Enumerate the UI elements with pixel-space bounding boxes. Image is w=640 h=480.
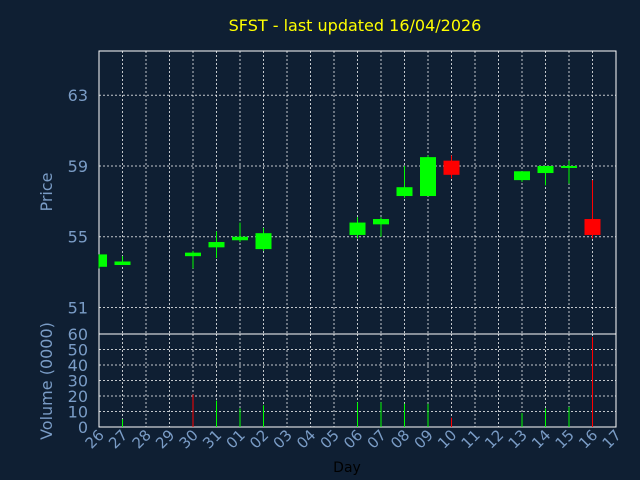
price-y-tick-label: 51 [68, 298, 88, 317]
candle-body-02 [255, 233, 272, 250]
candle-body-09 [420, 157, 436, 197]
x-axis-label: Day [333, 460, 361, 476]
candle-body-31 [208, 242, 225, 248]
volume-y-tick-label: 60 [68, 325, 88, 344]
candle-body-01 [232, 236, 248, 241]
candle-body-16 [584, 219, 601, 235]
candle-body-10 [443, 160, 460, 175]
volume-bars [122, 337, 593, 427]
volume-y-tick-label: 30 [68, 372, 88, 391]
candle-body-06 [349, 222, 366, 235]
candle-body-26 [99, 254, 107, 267]
chart-title: SFST - last updated 16/04/2026 [229, 16, 482, 35]
volume-axis-label: Volume (0000) [37, 322, 56, 440]
price-y-tick-label: 63 [68, 86, 88, 105]
price-panel: 51 55 59 63 Price [37, 50, 617, 335]
candle-body-27 [114, 261, 131, 266]
candle-body-30 [185, 252, 201, 257]
candle-body-07 [373, 219, 389, 225]
price-y-tick-label: 59 [68, 157, 88, 176]
volume-y-tick-label: 50 [68, 341, 88, 360]
price-y-ticks: 51 55 59 63 [68, 86, 88, 317]
candle-body-15 [561, 165, 577, 168]
price-y-tick-label: 55 [68, 228, 88, 247]
candle-body-08 [396, 187, 413, 197]
candles [98, 155, 601, 269]
candle-body-13 [514, 171, 530, 181]
volume-y-tick-label: 40 [68, 356, 88, 375]
volume-y-tick-label: 0 [78, 418, 88, 437]
x-ticks: 2627282930310102030405060708091011121314… [82, 426, 625, 452]
price-axis-label: Price [37, 172, 56, 211]
volume-y-tick-label: 10 [68, 403, 88, 422]
candle-body-14 [537, 165, 554, 174]
volume-y-tick-label: 20 [68, 387, 88, 406]
